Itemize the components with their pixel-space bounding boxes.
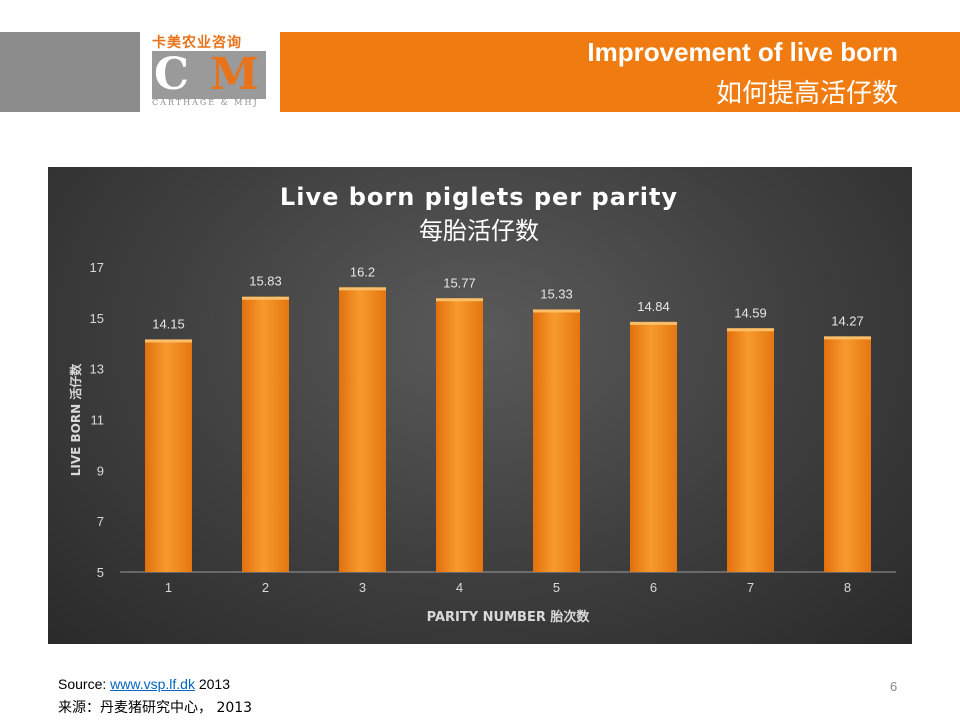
- logo-chinese-name: 卡美农业咨询: [152, 35, 242, 51]
- header-grey-band: [0, 32, 140, 112]
- bar-top-highlight: [242, 296, 289, 300]
- bar-top-highlight: [630, 321, 677, 325]
- data-label: 14.84: [637, 299, 670, 314]
- bar-top-highlight: [145, 339, 192, 343]
- logo-letter-m: M: [210, 49, 259, 100]
- bar-parity-7: [727, 328, 774, 572]
- logo-english-name: CARTHAGE & MHJ: [152, 98, 259, 107]
- y-axis-label: LIVE BORN 活仔数: [68, 363, 83, 477]
- y-tick-label: 13: [90, 362, 104, 377]
- data-label: 15.33: [540, 286, 573, 301]
- slide-title-chinese: 如何提高活仔数: [715, 79, 898, 109]
- y-tick-label: 17: [90, 260, 104, 275]
- source-citation: Source: www.vsp.lf.dk 2013: [58, 676, 230, 692]
- bar-chart-panel: Live born piglets per parity 每胎活仔数 LIVE …: [48, 167, 912, 644]
- bar-parity-6: [630, 321, 677, 572]
- bar-top-highlight: [727, 328, 774, 332]
- header-title-band: [280, 32, 960, 112]
- x-tick-label: 2: [262, 580, 269, 595]
- bar-top-highlight: [533, 309, 580, 313]
- data-label: 14.15: [152, 316, 185, 331]
- x-tick-label: 6: [650, 580, 657, 595]
- bar-top-highlight: [339, 287, 386, 291]
- logo-letter-c: C: [154, 49, 190, 100]
- x-tick-label: 7: [747, 580, 754, 595]
- x-tick-label: 4: [456, 580, 463, 595]
- y-tick-label: 11: [91, 413, 105, 428]
- y-tick-label: 9: [97, 463, 104, 478]
- source-citation-chinese: 来源：丹麦猪研究中心， 2013: [58, 700, 253, 716]
- x-tick-label: 8: [844, 580, 851, 595]
- source-prefix: Source:: [58, 676, 111, 692]
- x-tick-label: 3: [359, 580, 366, 595]
- data-label: 14.27: [831, 313, 864, 328]
- data-label: 15.83: [249, 274, 282, 289]
- page-number: 6: [890, 679, 898, 694]
- source-link[interactable]: www.vsp.lf.dk: [110, 676, 195, 692]
- bar-top-highlight: [436, 298, 483, 302]
- data-label: 14.59: [734, 305, 767, 320]
- y-tick-label: 7: [97, 514, 104, 529]
- y-tick-label: 5: [97, 565, 104, 580]
- x-axis-label: PARITY NUMBER 胎次数: [427, 609, 591, 625]
- chart-title: Live born piglets per parity: [280, 183, 678, 211]
- x-tick-label: 5: [553, 580, 560, 595]
- bar-parity-3: [339, 287, 386, 572]
- source-year: 2013: [194, 676, 230, 692]
- bar-top-highlight: [824, 336, 871, 340]
- x-tick-label: 1: [165, 580, 172, 595]
- company-logo: 卡美农业咨询 C M CARTHAGE & MHJ: [140, 32, 278, 112]
- data-label: 16.2: [350, 264, 375, 279]
- logo-mark: C M: [152, 49, 266, 100]
- bar-parity-5: [533, 309, 580, 572]
- slide-title-english: Improvement of live born: [587, 37, 898, 67]
- bar-parity-8: [824, 336, 871, 572]
- bar-parity-2: [242, 296, 289, 572]
- bar-parity-1: [145, 339, 192, 572]
- data-label: 15.77: [443, 275, 476, 290]
- chart-subtitle: 每胎活仔数: [419, 217, 539, 245]
- bar-parity-4: [436, 298, 483, 572]
- y-tick-label: 15: [90, 311, 104, 326]
- bar-chart: Live born piglets per parity 每胎活仔数 LIVE …: [68, 183, 896, 625]
